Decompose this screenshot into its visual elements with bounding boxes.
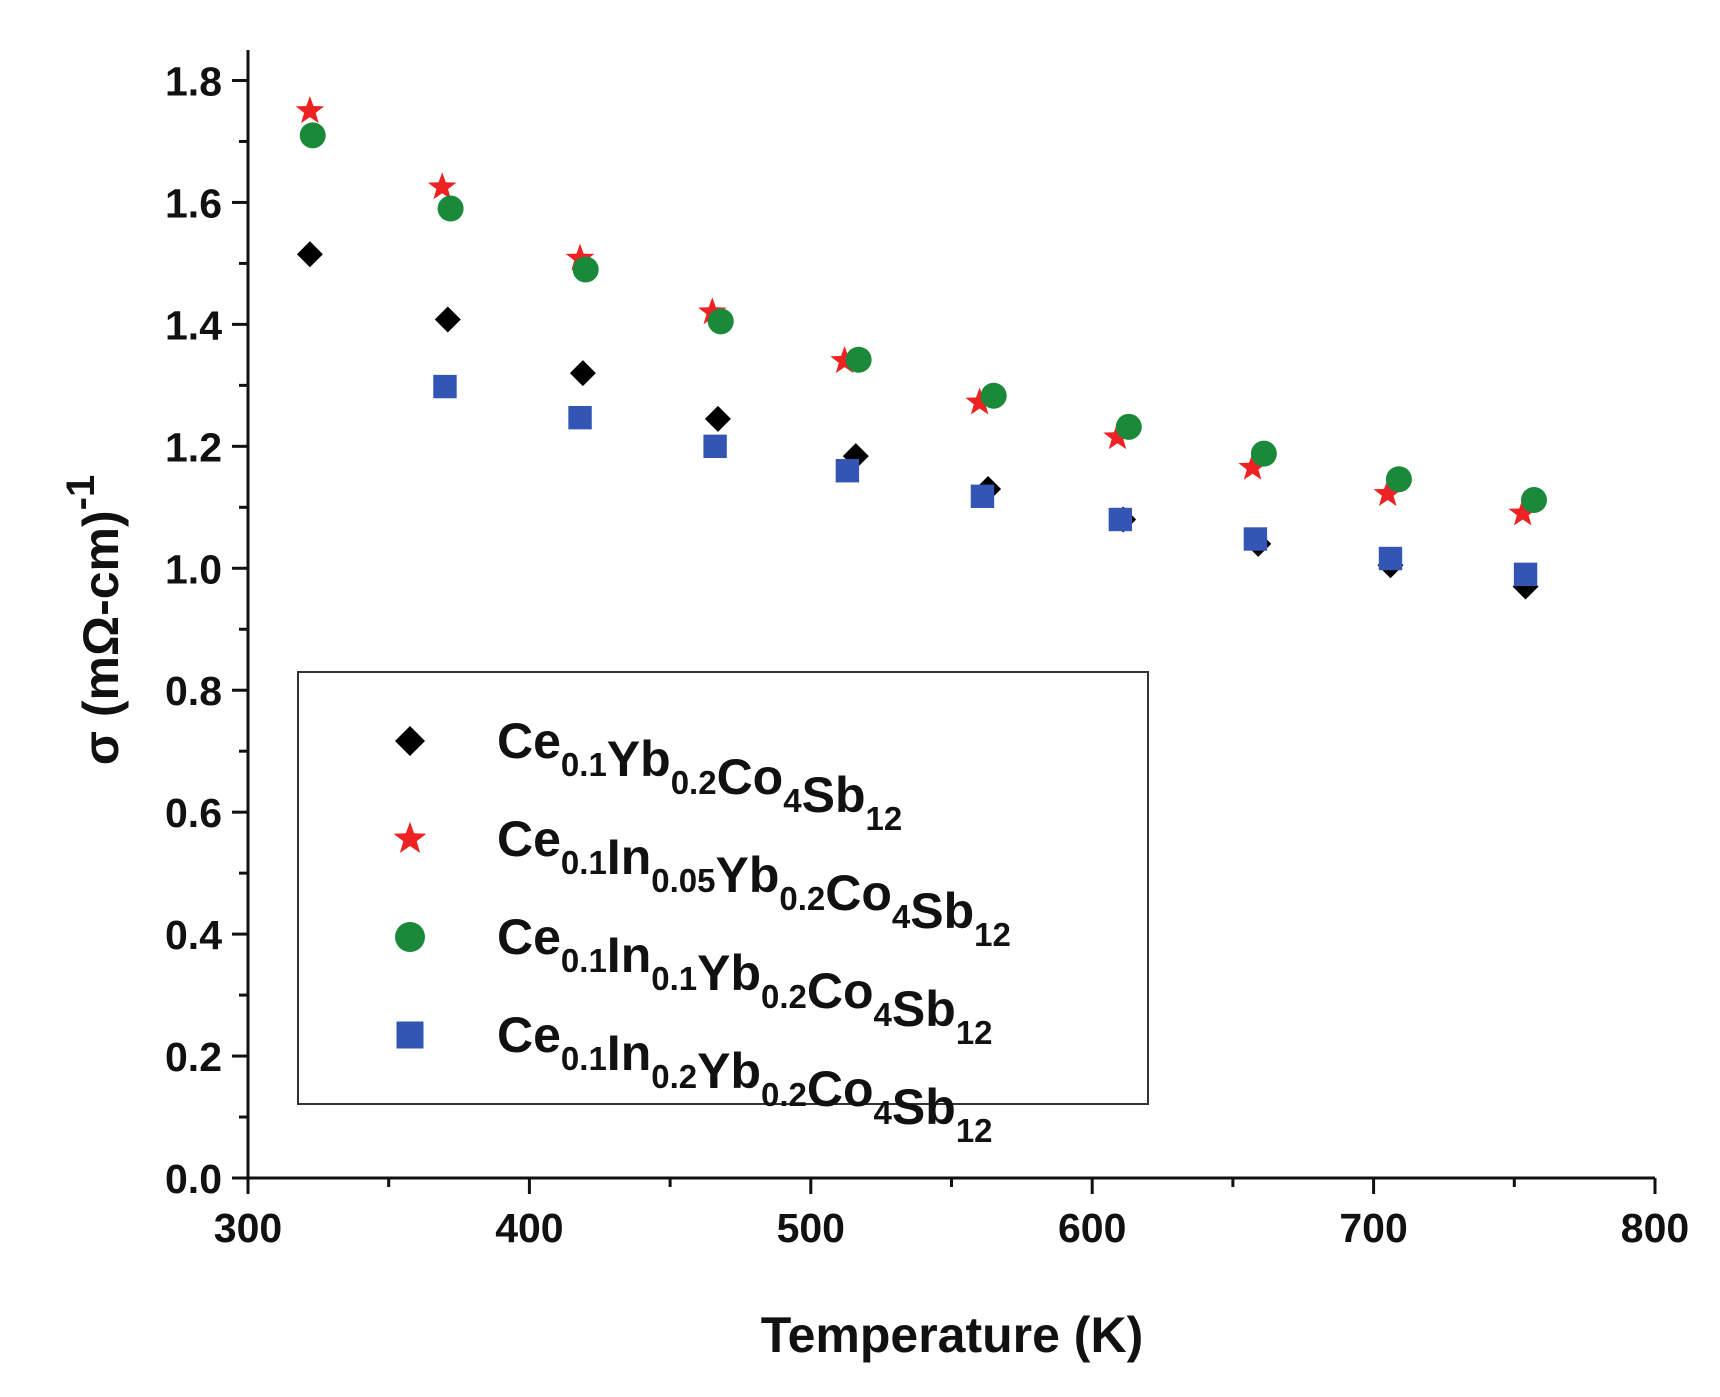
x-tick-label: 800: [1621, 1205, 1689, 1251]
data-point-star: [1238, 452, 1267, 480]
data-point-square: [835, 459, 860, 483]
y-tick-label: 0.4: [165, 912, 222, 958]
data-point-star: [1508, 498, 1537, 526]
legend-marker-diamond: [395, 726, 425, 756]
data-point-star: [698, 297, 727, 325]
data-point-star: [565, 243, 595, 271]
x-tick-label: 600: [1058, 1205, 1126, 1251]
x-tick-label: 400: [495, 1205, 563, 1251]
legend-box: [297, 671, 1149, 1105]
data-point-circle: [1115, 413, 1142, 440]
data-point-circle: [572, 256, 599, 283]
y-tick-label: 0.6: [165, 790, 222, 836]
ticks: 300 400 500 600 700 800 0.0 0.2 0.4 0.6 0.8 1.0 1.2 1…: [165, 58, 1689, 1251]
data-point-circle: [1250, 440, 1277, 467]
data-point-star: [427, 172, 457, 200]
data-point-star: [830, 346, 859, 374]
data-point-circle: [437, 195, 464, 222]
data-point-square: [1243, 527, 1268, 551]
legend: Ce0.1Yb0.2Co4Sb12Ce0.1In0.05Yb0.2Co4Sb12…: [297, 671, 1149, 1149]
data-point-square: [1513, 562, 1538, 587]
legend-label: Ce0.1In0.2Yb0.2Co4Sb12: [497, 1007, 993, 1149]
data-point-square: [568, 405, 592, 430]
data-point-circle: [980, 382, 1007, 409]
y-tick-label: 1.6: [165, 180, 222, 226]
data-point-square: [433, 374, 457, 399]
x-tick-label: 700: [1339, 1205, 1407, 1251]
y-axis-title: σ (mΩ-cm)-1: [59, 475, 129, 765]
data-point-star: [295, 96, 325, 124]
data-point-circle: [845, 346, 872, 373]
y-tick-label: 1.4: [165, 302, 222, 348]
y-tick-label: 1.8: [165, 58, 222, 104]
legend-label: Ce0.1In0.05Yb0.2Co4Sb12: [497, 811, 1011, 953]
data-point-diamond: [434, 306, 461, 333]
y-tick-label: 1.2: [165, 424, 222, 470]
y-tick-label: 0.2: [165, 1034, 222, 1080]
data-point-star: [1373, 478, 1402, 506]
data-point-circle: [1520, 486, 1547, 513]
y-tick-label: 1.0: [165, 546, 222, 592]
y-tick-label: 0.0: [165, 1156, 222, 1202]
data-point-diamond: [296, 241, 323, 268]
data-point-star: [1103, 422, 1132, 450]
data-point-circle: [1385, 466, 1412, 493]
x-tick-label: 300: [214, 1205, 282, 1251]
legend-marker-square: [396, 1021, 424, 1049]
y-tick-label: 0.8: [165, 668, 222, 714]
legend-marker-circle: [395, 922, 425, 952]
data-point-diamond: [704, 405, 731, 432]
data-point-circle: [299, 122, 326, 149]
data-point-square: [703, 434, 727, 459]
legend-marker-star: [393, 821, 427, 853]
data-point-diamond: [569, 360, 596, 387]
data-point-square: [970, 484, 995, 509]
data-point-square: [1378, 546, 1403, 571]
legend-label: Ce0.1Yb0.2Co4Sb12: [497, 713, 902, 837]
data-point-circle: [707, 308, 734, 335]
x-tick-label: 500: [777, 1205, 845, 1251]
x-axis-title: Temperature (K): [761, 1307, 1143, 1363]
data-points: [295, 96, 1547, 600]
data-point-square: [1108, 507, 1133, 532]
legend-label: Ce0.1In0.1Yb0.2Co4Sb12: [497, 909, 993, 1051]
data-point-star: [965, 387, 994, 415]
